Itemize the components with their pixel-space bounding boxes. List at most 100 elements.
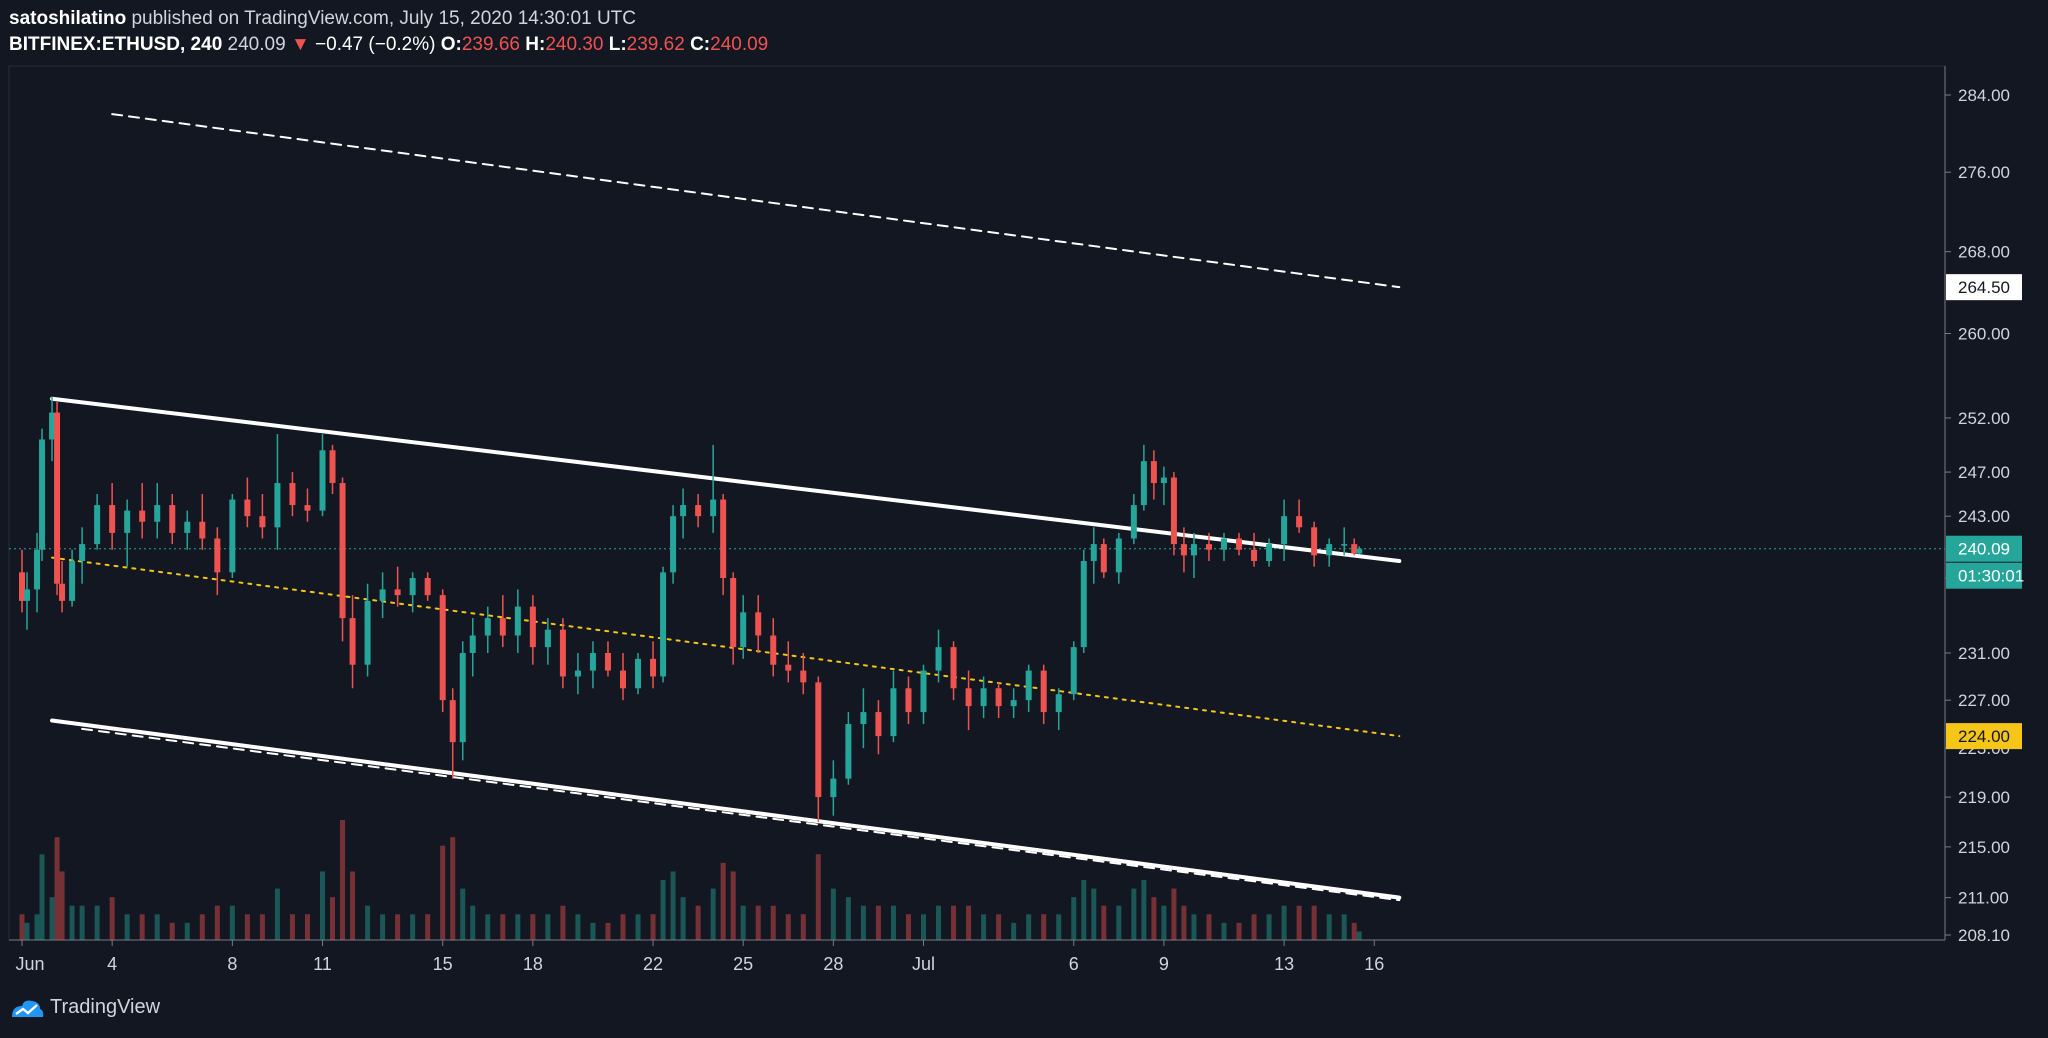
candle-body: [1311, 527, 1318, 556]
volume-bar: [440, 845, 446, 940]
volume-bar: [1341, 914, 1347, 940]
candle-body: [34, 549, 41, 590]
volume-bar: [485, 914, 491, 940]
volume-bar: [69, 905, 75, 940]
candle-body: [559, 629, 566, 677]
candle-body: [650, 658, 657, 677]
y-tick-label: 268.00: [1958, 243, 2010, 262]
volume-bar: [590, 922, 596, 940]
volume-bar: [1311, 905, 1317, 940]
y-tick-label: 276.00: [1958, 163, 2010, 182]
candle-body: [139, 510, 146, 522]
candle-body: [379, 589, 386, 601]
publish-line: satoshilatino published on TradingView.c…: [9, 6, 768, 32]
candle-body: [529, 606, 536, 648]
candle-body: [1055, 694, 1062, 713]
volume-bar: [1356, 931, 1362, 940]
candle-body: [1150, 461, 1157, 484]
y-tick-label: 247.00: [1958, 463, 2010, 482]
y-tick-label: 284.00: [1958, 86, 2010, 105]
volume-bar: [470, 905, 476, 940]
candle-body: [1326, 544, 1333, 556]
candle-body: [995, 688, 1002, 707]
volume-bar: [259, 914, 265, 940]
candlesticks[interactable]: [19, 396, 1363, 822]
candle-body: [409, 578, 416, 596]
volume-bar: [680, 897, 686, 940]
y-tick-label: 243.00: [1958, 507, 2010, 526]
volume-bar: [996, 914, 1002, 940]
time-axis[interactable]: Jun 4 8 11 15 18 22 25 28 Jul 6 9 13 16: [15, 940, 1384, 974]
candle-body: [154, 505, 161, 522]
volume-bar: [560, 905, 566, 940]
candle-body: [1025, 670, 1032, 701]
candle-body: [1266, 544, 1273, 562]
candle-body: [1010, 700, 1017, 707]
volume-bar: [845, 897, 851, 940]
candle-body: [244, 499, 251, 517]
candle-body: [349, 618, 356, 665]
price-label-bg: [1946, 274, 2022, 301]
candle-body: [1170, 477, 1177, 545]
price-label-text: 224.00: [1958, 727, 2010, 746]
candle-body: [459, 652, 466, 743]
trendline-upper-projection: [111, 113, 1401, 289]
volume-bar: [304, 914, 310, 940]
candle-body: [394, 589, 401, 596]
volume-bar: [1266, 914, 1272, 940]
volume-bar: [620, 914, 626, 940]
candle-body: [670, 516, 677, 573]
candle-body: [755, 612, 762, 636]
candle-body: [905, 688, 912, 713]
price-label-bg: [1946, 562, 2022, 589]
candle-body: [184, 521, 191, 533]
candle-body: [730, 578, 737, 648]
volume-bar: [905, 914, 911, 940]
x-tick-label: 18: [523, 954, 543, 974]
candle-body: [1180, 544, 1187, 556]
open-value: 239.66: [461, 34, 520, 55]
volume-bar: [815, 854, 821, 940]
trendlines[interactable]: [9, 113, 1945, 902]
volume-bar: [109, 897, 115, 940]
volume-bar: [1181, 905, 1187, 940]
volume-bar: [330, 897, 336, 940]
candle-body: [169, 505, 176, 533]
volume-bar: [94, 905, 100, 940]
volume-bar: [350, 871, 356, 940]
x-tick-label: 22: [643, 954, 663, 974]
y-tick-label: 211.00: [1958, 889, 2009, 908]
candle-body: [229, 499, 236, 573]
brand-name[interactable]: TradingView: [50, 996, 161, 1018]
candle-body: [59, 583, 66, 601]
candle-body: [199, 521, 206, 539]
candle-body: [1115, 538, 1122, 573]
candle-body: [319, 450, 326, 511]
price-label-text: 01:30:01: [1958, 567, 2024, 586]
volume-bar: [1026, 914, 1032, 940]
x-tick-label: 25: [733, 954, 753, 974]
candle-body: [339, 483, 346, 619]
symbol-name[interactable]: BITFINEX:ETHUSD, 240: [9, 34, 223, 55]
author-name[interactable]: satoshilatino: [9, 8, 127, 29]
candle-body: [1160, 477, 1167, 484]
volume-bar: [1161, 905, 1167, 940]
candle-body: [965, 688, 972, 707]
candle-body: [1341, 544, 1348, 546]
candle-body: [635, 658, 642, 689]
price-label-text: 240.09: [1958, 540, 2010, 559]
volume-bar: [755, 905, 761, 940]
x-tick-label: 6: [1069, 954, 1079, 974]
candle-body: [39, 439, 46, 550]
volume-bar: [380, 914, 386, 940]
volume-bar: [1206, 914, 1212, 940]
volume-bar: [921, 914, 926, 940]
candle-body: [1190, 544, 1197, 556]
price-label-bg: [1946, 535, 2022, 562]
plot-frame: [8, 65, 1946, 941]
volume-bar: [395, 914, 401, 940]
volume-bar: [184, 922, 190, 940]
volume-bar: [154, 914, 160, 940]
candle-body: [449, 700, 456, 743]
